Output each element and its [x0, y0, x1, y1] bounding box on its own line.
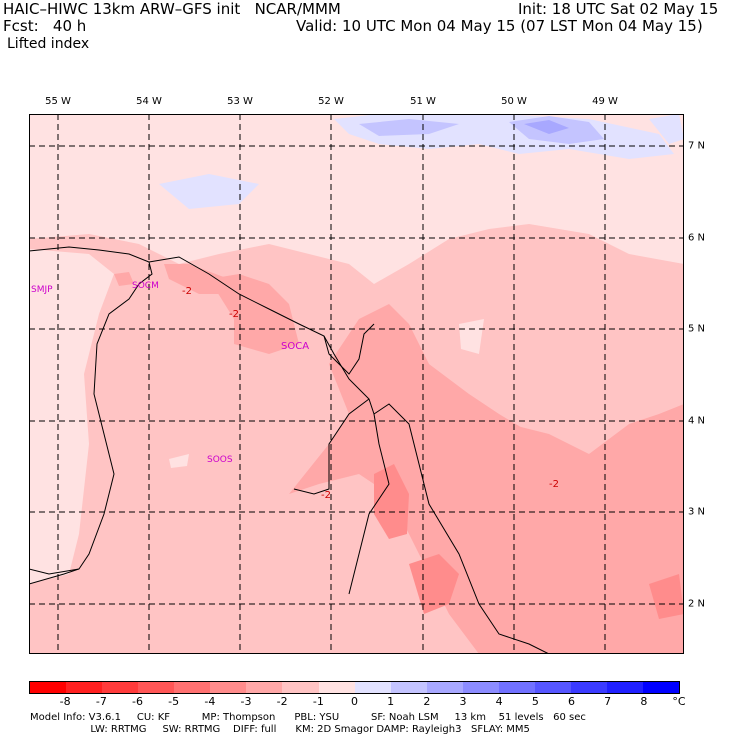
positive-area: [649, 114, 684, 144]
lon-label: 50 W: [501, 96, 527, 107]
positive-area: [524, 120, 569, 134]
lat-label: 6 N: [688, 232, 706, 244]
station-label: SMJP: [31, 285, 53, 295]
lat-label: 7 N: [688, 140, 706, 152]
colorbar-tick: -4: [204, 695, 216, 708]
lon-label: 54 W: [136, 96, 162, 107]
colorbar-swatch: [426, 682, 463, 693]
lon-label: 53 W: [227, 96, 253, 107]
colorbar-swatch: [607, 682, 644, 693]
colorbar-tick: 0: [351, 695, 358, 708]
lat-lon-grid: [29, 114, 684, 654]
colorbar-tick: -7: [95, 695, 107, 708]
contour-label: -2: [229, 309, 239, 320]
colorbar-tick: 1: [387, 695, 395, 708]
valid-time: Valid: 10 UTC Mon 04 May 15 (07 LST Mon …: [296, 17, 703, 35]
colorbar-tick: 2: [423, 695, 431, 708]
unstable-area: [469, 414, 629, 504]
lat-label: 2 N: [688, 598, 706, 610]
field-name: Lifted index: [7, 36, 90, 52]
colorbar-swatch: [282, 682, 319, 693]
init-time: Init: 18 UTC Sat 02 May 15: [518, 0, 719, 18]
zero-band: [459, 319, 484, 354]
colorbar-swatch: [174, 682, 211, 693]
zero-band: [29, 249, 114, 584]
lon-label: 52 W: [318, 96, 344, 107]
zero-band: [169, 454, 189, 468]
colorbar-swatch: [66, 682, 103, 693]
colorbar-swatch: [498, 682, 535, 693]
colorbar-tick: 4: [495, 695, 503, 708]
lat-label: 5 N: [688, 323, 706, 335]
lifted-index-map: SMJP SOCM SOCA SOOS -2 -2 -2 -2: [29, 114, 684, 654]
positive-area: [359, 119, 459, 136]
very-unstable-area: [374, 464, 409, 539]
colorbar-tick: -8: [59, 695, 71, 708]
colorbar-unit: °C: [672, 695, 686, 708]
forecast-hour: Fcst: 40 h: [3, 17, 87, 35]
positive-area: [159, 174, 259, 209]
colorbar-swatch: [210, 682, 247, 693]
model-info-line2: LW: RRTMG SW: RRTMG DIFF: full KM: 2D Sm…: [30, 724, 530, 735]
colorbar-swatch: [318, 682, 355, 693]
colorbar-swatch: [570, 682, 607, 693]
colorbar-swatch: [390, 682, 427, 693]
colorbar-swatch: [354, 682, 391, 693]
colorbar-tick: -5: [168, 695, 180, 708]
unstable-area: [164, 264, 234, 294]
lat-label: 3 N: [688, 506, 706, 518]
colorbar-swatch: [102, 682, 139, 693]
station-label: SOCA: [281, 341, 309, 352]
colorbar-tick: 7: [604, 695, 612, 708]
colorbar-swatch: [534, 682, 571, 693]
colorbar-tick: 8: [640, 695, 648, 708]
contour-label: -2: [182, 286, 192, 297]
model-title: HAIC–HIWC 13km ARW–GFS init NCAR/MMM: [3, 0, 341, 18]
colorbar-swatch: [462, 682, 499, 693]
colorbar-swatch: [246, 682, 283, 693]
colorbar-swatch: [138, 682, 175, 693]
colorbar-tick: -1: [312, 695, 324, 708]
colorbar-tick: 6: [568, 695, 575, 708]
station-label: SOOS: [207, 455, 233, 465]
colorbar-tick: 5: [531, 695, 539, 708]
colorbar-swatch: [643, 682, 680, 693]
contour-label: -2: [321, 490, 331, 501]
lon-label: 55 W: [45, 96, 71, 107]
map-frame: [29, 114, 684, 654]
lon-label: 51 W: [410, 96, 436, 107]
lon-label: 49 W: [592, 96, 618, 107]
colorbar-tick: -2: [276, 695, 288, 708]
colorbar-swatch: [30, 682, 67, 693]
colorbar-tick: -6: [132, 695, 143, 708]
colorbar-tick: -3: [240, 695, 252, 708]
very-unstable-area: [649, 574, 684, 619]
model-info-line1: Model Info: V3.6.1 CU: KF MP: Thompson P…: [30, 712, 586, 723]
station-label: SOCM: [132, 281, 159, 291]
very-unstable-area: [409, 554, 459, 614]
colorbar: [29, 681, 680, 694]
unstable-area: [114, 272, 134, 286]
lat-label: 4 N: [688, 415, 706, 427]
contour-label: -2: [549, 479, 559, 490]
zero-band: [29, 114, 684, 284]
colorbar-tick: 3: [459, 695, 467, 708]
